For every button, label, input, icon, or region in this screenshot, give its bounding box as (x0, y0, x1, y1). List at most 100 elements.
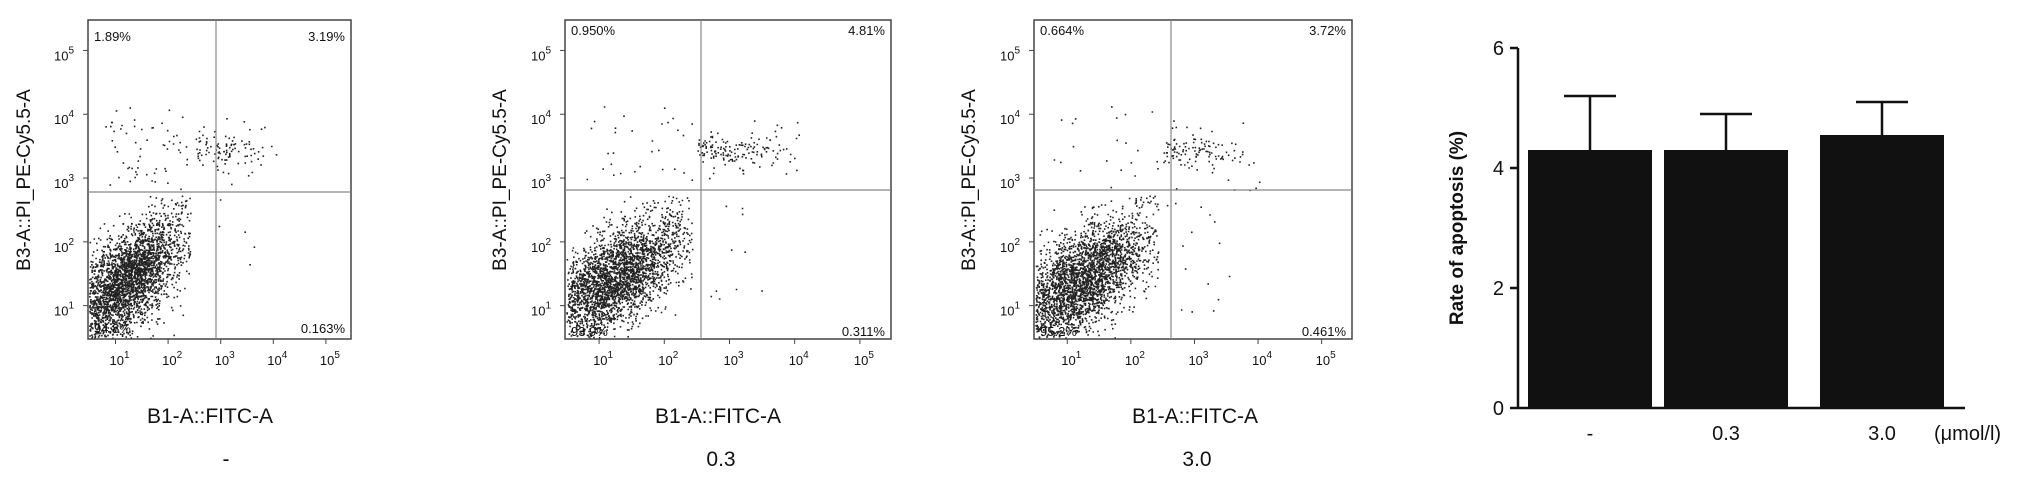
x-tick-label: 105 (320, 350, 340, 368)
tick-exponent: 5 (868, 350, 874, 361)
panel-2-frame (564, 19, 892, 340)
bar-unit-label: (μmol/l) (1934, 423, 2001, 445)
tick-exponent: 3 (738, 350, 744, 361)
tick-exponent: 3 (1014, 173, 1020, 184)
tick-base: 10 (54, 304, 68, 319)
tick-base: 10 (531, 112, 545, 127)
panel-3-x-axis-label: B1-A::FITC-A (1132, 405, 1258, 428)
x-tick-label: 102 (658, 350, 678, 368)
panel-3-x-ticks: 101 102 103 104 105 (1061, 339, 1336, 368)
tick-exponent: 3 (1203, 350, 1209, 361)
tick-base: 10 (54, 176, 68, 191)
bar-x-tick-label: 0.3 (1712, 423, 1740, 445)
tick-base: 10 (531, 176, 545, 191)
panel-1-x-axis-label: B1-A::FITC-A (147, 405, 273, 428)
tick-base: 10 (531, 240, 545, 255)
panel-3-events (1035, 106, 1261, 339)
tick-base: 10 (320, 353, 334, 368)
tick-base: 10 (723, 353, 737, 368)
panel-1-events (89, 107, 278, 340)
bar (1820, 135, 1944, 408)
tick-exponent: 1 (1076, 350, 1082, 361)
panel-2-event-dots (566, 106, 800, 340)
bar-marks (1528, 94, 1944, 408)
panel-3-quad-ll: 95.2% (1040, 324, 1077, 339)
bar-y-tick-label: 6 (1493, 38, 1504, 60)
y-tick-label: 104 (531, 109, 551, 127)
apoptosis-bar-chart: 0 2 4 6 - 0.3 3.0 Rate of apoptosis (%) (μmol… (1447, 38, 2001, 445)
bar-y-tick-label: 2 (1493, 278, 1504, 300)
tick-exponent: 2 (68, 237, 74, 248)
y-tick-label: 103 (531, 173, 551, 191)
tick-exponent: 5 (334, 350, 340, 361)
tick-base: 10 (1252, 353, 1266, 368)
tick-exponent: 1 (608, 350, 614, 361)
bar-x-ticks: - 0.3 3.0 (1587, 423, 1896, 445)
tick-base: 10 (1000, 240, 1014, 255)
tick-base: 10 (267, 353, 281, 368)
tick-base: 10 (531, 304, 545, 319)
tick-base: 10 (1000, 176, 1014, 191)
tick-base: 10 (531, 48, 545, 63)
x-tick-label: 103 (1188, 350, 1208, 368)
panel-1-frame (87, 19, 352, 340)
tick-exponent: 1 (1014, 301, 1020, 312)
bar (1664, 150, 1788, 408)
tick-exponent: 3 (68, 173, 74, 184)
flow-panel-2: 0.950% 4.81% 93.9% 0.311% 101 102 103 104 10… (490, 19, 892, 471)
panel-2-quad-lr: 0.311% (842, 324, 886, 339)
panel-2-quad-ll: 93.9% (571, 324, 608, 339)
tick-exponent: 1 (124, 350, 130, 361)
tick-base: 10 (1000, 48, 1014, 63)
tick-base: 10 (1000, 304, 1014, 319)
panel-3-quad-ur: 3.72% (1309, 23, 1346, 38)
tick-base: 10 (1188, 353, 1202, 368)
bar-x-tick-label: - (1587, 423, 1594, 445)
panel-3-quad-ul: 0.664% (1040, 23, 1085, 38)
panel-1-quad-ll: 94.8% (94, 321, 131, 336)
panel-1-quad-lr: 0.163% (301, 321, 346, 336)
panel-2-events (566, 106, 800, 340)
tick-exponent: 2 (177, 350, 183, 361)
panel-3-frame (1033, 19, 1353, 340)
x-tick-label: 102 (162, 350, 182, 368)
panel-3-quad-lr: 0.461% (1302, 324, 1347, 339)
bar-y-axis-label: Rate of apoptosis (%) (1447, 131, 1468, 325)
y-tick-label: 104 (1000, 109, 1020, 127)
panel-2-condition-label: 0.3 (706, 448, 735, 471)
tick-exponent: 1 (545, 301, 551, 312)
panel-2-y-axis-label: B3-A::PI_PE-Cy5.5-A (490, 89, 511, 271)
tick-base: 10 (593, 353, 607, 368)
bar-x-tick-label: 3.0 (1868, 423, 1896, 445)
tick-base: 10 (110, 353, 124, 368)
tick-exponent: 4 (282, 350, 288, 361)
flow-panel-1: 1.89% 3.19% 94.8% 0.163% 101 102 103 104 105… (14, 19, 352, 471)
bar-y-tick-label: 4 (1493, 158, 1504, 180)
tick-exponent: 4 (1267, 350, 1273, 361)
tick-base: 10 (789, 353, 803, 368)
tick-exponent: 5 (1014, 45, 1020, 56)
x-tick-label: 105 (854, 350, 874, 368)
y-tick-label: 102 (1000, 237, 1020, 255)
y-tick-label: 104 (54, 109, 74, 127)
tick-exponent: 3 (229, 350, 235, 361)
tick-exponent: 5 (68, 45, 74, 56)
panel-2-quad-ul: 0.950% (571, 23, 616, 38)
tick-exponent: 1 (68, 301, 74, 312)
panel-1-quad-ul: 1.89% (94, 29, 131, 44)
tick-base: 10 (54, 48, 68, 63)
tick-base: 10 (1316, 353, 1330, 368)
x-tick-label: 104 (789, 350, 809, 368)
tick-base: 10 (162, 353, 176, 368)
tick-base: 10 (854, 353, 868, 368)
tick-exponent: 4 (545, 109, 551, 120)
y-tick-label: 102 (54, 237, 74, 255)
tick-exponent: 5 (545, 45, 551, 56)
tick-exponent: 2 (545, 237, 551, 248)
y-tick-label: 103 (54, 173, 74, 191)
x-tick-label: 105 (1316, 350, 1336, 368)
